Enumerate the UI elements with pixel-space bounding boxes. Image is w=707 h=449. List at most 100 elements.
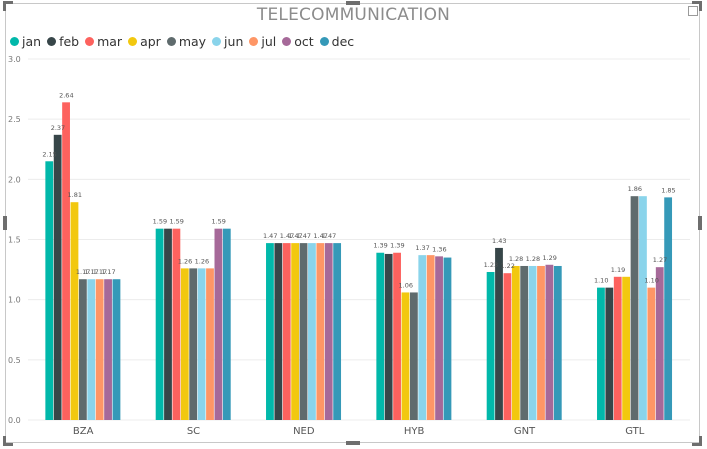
legend-marker-mar	[85, 37, 95, 46]
bar-dec-hyb	[443, 257, 452, 420]
focus-mode-icon[interactable]	[688, 6, 698, 16]
bar-jul-gnt	[537, 265, 545, 420]
bar-jan-gtl	[597, 287, 605, 420]
bar-may-bza	[78, 279, 87, 420]
bar-jan-sc	[155, 228, 164, 420]
x-tick-label-gnt: GNT	[514, 426, 536, 437]
data-label: 1.19	[611, 266, 625, 274]
resize-handle-bottom-left[interactable]	[3, 436, 13, 446]
legend-item-mar[interactable]: mar	[85, 34, 122, 49]
legend-label-may: may	[178, 34, 207, 49]
legend-marker-jul	[249, 37, 259, 46]
x-tick-label-gtl: GTL	[625, 426, 645, 437]
bar-feb-gnt	[495, 247, 503, 420]
bar-may-hyb	[409, 292, 418, 420]
bar-jun-gtl	[639, 196, 647, 420]
bar-may-sc	[189, 268, 198, 420]
bar-jan-gnt	[486, 271, 495, 420]
legend-item-jun[interactable]: jun	[212, 34, 243, 49]
legend-item-jan[interactable]: jan	[10, 34, 41, 49]
legend-marker-apr	[128, 37, 138, 46]
y-tick-label: 2.5	[8, 115, 21, 124]
bar-oct-bza	[104, 279, 112, 420]
bar-jan-bza	[45, 161, 54, 421]
y-tick-label: 2.0	[8, 175, 21, 184]
data-label: 1.10	[594, 277, 608, 285]
legend-label-oct: oct	[294, 34, 314, 49]
legend-label-dec: dec	[331, 34, 355, 49]
resize-handle-bottom-right[interactable]	[692, 436, 702, 446]
bar-feb-hyb	[384, 253, 393, 420]
resize-handle-left[interactable]	[3, 216, 7, 230]
legend-marker-oct	[282, 37, 292, 46]
legend-item-may[interactable]: may	[166, 34, 207, 49]
data-label: 1.59	[169, 218, 183, 226]
data-label: 1.39	[390, 242, 404, 250]
bar-jan-ned	[266, 243, 274, 420]
bar-dec-ned	[333, 243, 342, 420]
bar-apr-ned	[291, 243, 300, 420]
data-label: 1.43	[492, 237, 506, 245]
resize-handle-top[interactable]	[346, 1, 360, 5]
bar-may-gtl	[630, 196, 639, 420]
bar-jun-hyb	[418, 255, 427, 420]
legend-item-dec[interactable]: dec	[319, 34, 355, 49]
bar-oct-sc	[214, 228, 223, 420]
resize-handle-top-left[interactable]	[3, 1, 13, 11]
bar-apr-gnt	[511, 265, 520, 420]
chart-title: TELECOMMUNICATION	[256, 5, 451, 25]
data-label: 1.17	[101, 268, 115, 276]
y-tick-label: 1.0	[8, 296, 21, 305]
bar-apr-bza	[70, 202, 79, 420]
data-label: 1.26	[195, 257, 209, 265]
bar-jul-gtl	[647, 287, 656, 420]
bar-oct-gnt	[545, 264, 554, 420]
bar-apr-gtl	[622, 276, 631, 420]
bar-mar-sc	[172, 228, 181, 420]
legend-label-jan: jan	[22, 34, 42, 49]
legend-label-apr: apr	[140, 34, 161, 49]
legend-item-oct[interactable]: oct	[282, 34, 314, 49]
data-label: 1.28	[509, 255, 523, 263]
bar-jun-sc	[197, 268, 206, 420]
data-label: 2.64	[59, 91, 73, 99]
data-label: 1.47	[263, 232, 277, 240]
data-label: 1.39	[373, 242, 387, 250]
bar-oct-hyb	[435, 256, 443, 420]
legend-marker-dec	[319, 37, 329, 46]
bar-jun-bza	[87, 279, 96, 420]
bar-apr-hyb	[401, 292, 410, 420]
data-label: 1.37	[415, 244, 429, 252]
bar-jul-hyb	[426, 255, 435, 420]
data-label: 1.47	[322, 232, 336, 240]
bar-mar-gnt	[503, 273, 512, 420]
legend-item-feb[interactable]: feb	[47, 34, 79, 49]
data-label: 1.06	[399, 281, 413, 289]
legend-item-apr[interactable]: apr	[128, 34, 161, 49]
y-tick-label: 3.0	[8, 55, 21, 64]
x-tick-label-bza: BZA	[73, 426, 94, 437]
legend-marker-jan	[10, 37, 19, 46]
legend-label-jul: jul	[261, 34, 277, 49]
data-label: 1.47	[280, 232, 294, 240]
bar-jul-bza	[95, 279, 104, 420]
resize-handle-top-right[interactable]	[692, 1, 702, 11]
data-label: 1.17	[84, 268, 98, 276]
bar-jan-hyb	[376, 252, 385, 420]
legend-label-jun: jun	[224, 34, 244, 49]
bar-may-gnt	[520, 265, 529, 420]
data-label: 2.37	[51, 124, 65, 132]
legend-marker-feb	[47, 37, 57, 46]
resize-handle-right[interactable]	[698, 216, 702, 230]
data-label: 1.29	[542, 254, 556, 262]
legend-item-jul[interactable]: jul	[249, 34, 276, 49]
bar-dec-gtl	[664, 197, 673, 420]
bar-mar-hyb	[393, 252, 401, 420]
resize-handle-bottom[interactable]	[346, 441, 360, 445]
chart-legend: jan feb mar apr may jun jul oct dec	[10, 34, 360, 49]
data-label: 2.15	[42, 150, 56, 158]
bar-jul-ned	[316, 243, 325, 420]
bar-dec-bza	[112, 279, 121, 420]
data-label: 1.22	[500, 262, 514, 270]
bar-mar-bza	[62, 102, 70, 420]
